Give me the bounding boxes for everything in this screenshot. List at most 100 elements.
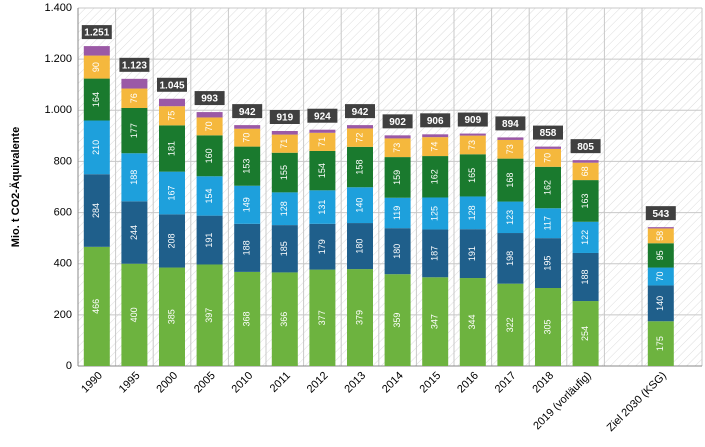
y-tick-label: 800	[54, 155, 72, 167]
bar-segment	[83, 55, 110, 79]
x-tick-label: 2010	[230, 370, 256, 396]
segment-label: 195	[542, 256, 552, 271]
total-box	[495, 116, 526, 131]
total-box	[81, 25, 112, 40]
total-label: 919	[276, 113, 293, 124]
bar-segment	[497, 283, 524, 366]
bar-segment	[83, 78, 110, 121]
bar-segment	[309, 129, 336, 133]
bar-segment	[384, 274, 411, 366]
segment-label: 175	[655, 336, 665, 351]
bar-segment	[347, 223, 373, 270]
bar-segment	[234, 223, 261, 272]
total-box	[420, 113, 451, 128]
total-box	[645, 206, 676, 221]
bar-segment	[572, 160, 599, 163]
bar-segment	[572, 301, 599, 366]
segment-label: 95	[655, 250, 665, 260]
bar-segment	[384, 197, 411, 229]
bar-segment	[309, 190, 336, 224]
bar-segment	[535, 146, 561, 149]
bar-segment	[572, 221, 599, 253]
total-label: 909	[464, 115, 481, 126]
segment-label: 58	[655, 231, 665, 241]
bar-segment	[121, 201, 148, 264]
bar-segment	[196, 215, 223, 265]
segment-label: 154	[204, 188, 214, 203]
bar-segment	[159, 106, 185, 126]
segment-label: 123	[505, 210, 515, 225]
bar-segment	[535, 208, 561, 239]
segment-label: 119	[392, 206, 402, 220]
bar-segment	[647, 228, 674, 244]
bar-segment	[159, 171, 185, 215]
bar-segment	[271, 134, 298, 153]
bar-segment	[459, 154, 486, 197]
bar-segment	[234, 271, 261, 366]
x-tick-label: 1990	[79, 370, 105, 396]
segment-label: 322	[505, 317, 515, 332]
bar-segment	[572, 252, 599, 302]
total-label: 902	[389, 117, 406, 128]
segment-label: 70	[204, 121, 214, 131]
segment-label: 125	[430, 206, 440, 221]
bar-segment	[647, 243, 674, 268]
bar-segment	[121, 78, 148, 89]
bar-segment	[647, 321, 674, 366]
segment-label: 75	[166, 111, 176, 121]
segment-label: 71	[279, 139, 289, 149]
bar-segment	[647, 227, 674, 229]
bar-segment	[271, 152, 298, 193]
bar-segment	[384, 138, 411, 158]
segment-label: 162	[430, 169, 440, 184]
bar-segment	[83, 246, 110, 366]
bar-segment	[422, 229, 449, 278]
total-box	[382, 114, 413, 129]
x-tick-label: 2013	[342, 370, 368, 396]
bar-segment	[497, 201, 524, 234]
segment-label: 244	[129, 225, 139, 240]
total-label: 1.251	[84, 28, 109, 39]
segment-label: 122	[580, 230, 590, 245]
bar-segment	[271, 225, 298, 273]
total-box	[119, 57, 150, 72]
x-tick-label: 2018	[530, 370, 556, 396]
bar-segment	[121, 88, 148, 108]
total-box	[457, 112, 488, 127]
segment-label: 210	[91, 140, 101, 155]
total-label: 942	[239, 107, 256, 118]
segment-label: 397	[204, 308, 214, 323]
y-tick-label: 1.400	[44, 2, 72, 14]
bar-segment	[422, 197, 449, 230]
segment-label: 188	[242, 240, 252, 255]
total-box	[232, 104, 263, 119]
segment-label: 385	[166, 309, 176, 324]
total-box	[570, 139, 601, 154]
segment-label: 359	[392, 313, 402, 328]
segment-label: 377	[317, 310, 327, 325]
bar-segment	[422, 137, 449, 157]
segment-label: 188	[129, 170, 139, 185]
bar-segment	[121, 153, 148, 202]
y-tick-label: 1.200	[44, 53, 72, 65]
bar-segment	[121, 263, 148, 366]
y-tick-label: 0	[66, 360, 72, 372]
y-tick-label: 400	[54, 258, 72, 270]
bar-segment	[271, 192, 298, 226]
total-label: 924	[314, 111, 331, 122]
segment-label: 347	[430, 314, 440, 329]
segment-label: 73	[392, 143, 402, 153]
bar-segment	[309, 223, 336, 270]
segment-label: 155	[279, 165, 289, 180]
x-tick-label: Ziel 2030 (KSG)	[605, 370, 669, 434]
total-label: 543	[652, 209, 669, 220]
segment-label: 305	[542, 319, 552, 334]
segment-label: 73	[467, 140, 477, 150]
total-box	[307, 108, 338, 123]
total-box	[157, 77, 187, 92]
segment-label: 153	[242, 159, 252, 174]
total-label: 1.045	[159, 80, 184, 91]
segment-label: 160	[204, 148, 214, 163]
segment-label: 167	[166, 185, 176, 200]
